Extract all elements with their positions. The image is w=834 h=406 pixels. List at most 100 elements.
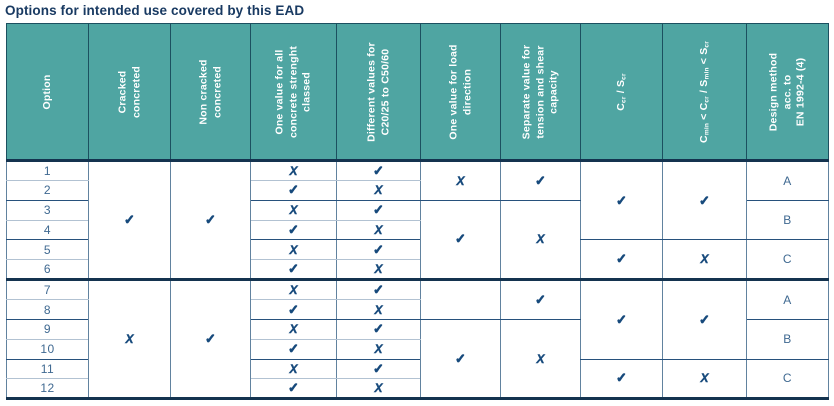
cross-glyph: X	[374, 222, 383, 237]
column-header-non-cracked-concreted: Non cracked concreted	[170, 23, 251, 162]
check-glyph: ✓	[455, 231, 467, 247]
column-header-one-value-load-direction: One value for load direction	[420, 23, 501, 162]
cross-icon: X	[336, 339, 421, 360]
check-glyph: ✓	[205, 331, 217, 347]
table-row: 10 ✓ X	[6, 339, 829, 360]
option-number: 11	[6, 359, 89, 380]
cross-glyph: X	[289, 322, 298, 337]
option-number: 5	[6, 239, 89, 261]
cross-icon: X	[420, 160, 501, 201]
subscript: cr	[620, 72, 628, 80]
column-header-one-value-all-concrete-strength: One value for all concrete strenght clas…	[250, 23, 337, 162]
column-header-design-method-en-1992-4: Design method acc. to EN 1992-4 (4)	[746, 23, 829, 162]
check-glyph: ✓	[373, 282, 385, 298]
column-header-label: Cracked concreted	[115, 65, 142, 118]
check-icon: ✓	[336, 319, 421, 340]
table-row: 6 ✓ X	[6, 259, 829, 282]
table-row: 9 X ✓ ✓ X B	[6, 319, 829, 401]
subscript: cr	[703, 95, 711, 103]
column-header-ccr-scr: Ccr / Scr	[580, 23, 663, 162]
cross-glyph: X	[536, 351, 545, 366]
check-icon: ✓	[250, 180, 337, 201]
cross-icon: X	[250, 359, 337, 380]
options-table: Option Cracked concreted Non cracked concr…	[6, 23, 829, 401]
cross-icon: X	[250, 200, 337, 221]
cross-glyph: X	[374, 342, 383, 357]
check-glyph: ✓	[288, 341, 300, 357]
column-header-cracked-concreted: Cracked concreted	[88, 23, 171, 162]
check-icon: ✓	[662, 160, 747, 241]
cross-icon: X	[662, 359, 747, 401]
cross-icon: X	[500, 200, 581, 282]
option-number: 2	[6, 180, 89, 201]
check-icon: ✓	[250, 299, 337, 320]
column-header-label: Separate value for tension and shear cap…	[520, 44, 560, 139]
column-header-separate-value-tension-shear: Separate value for tension and shear cap…	[500, 23, 581, 162]
check-icon: ✓	[250, 220, 337, 241]
cross-icon: X	[336, 220, 421, 241]
subscript: cr	[620, 95, 628, 103]
check-icon: ✓	[336, 200, 421, 221]
design-method-letter: B	[746, 319, 829, 360]
column-header-label: Non cracked concreted	[196, 58, 223, 125]
check-glyph: ✓	[205, 212, 217, 228]
check-icon: ✓	[500, 279, 581, 320]
cross-glyph: X	[289, 361, 298, 376]
cross-icon: X	[336, 299, 421, 320]
cross-glyph: X	[374, 183, 383, 198]
check-icon: ✓	[336, 160, 421, 181]
column-header-label: Cmin < Ccr / Smin < Scr	[697, 40, 711, 143]
cross-icon: X	[250, 239, 337, 261]
cross-glyph: X	[700, 252, 709, 267]
check-icon: ✓	[88, 160, 171, 282]
column-header-label: Design method acc. to EN 1992-4 (4)	[767, 52, 807, 131]
check-icon: ✓	[336, 279, 421, 301]
cross-icon: X	[500, 319, 581, 401]
check-icon: ✓	[250, 259, 337, 282]
option-number: 3	[6, 200, 89, 221]
option-number: 6	[6, 259, 89, 282]
table-row: 7 X ✓ X ✓ ✓ ✓ ✓ A	[6, 279, 829, 401]
table-row: 8 ✓ X	[6, 299, 829, 320]
check-icon: ✓	[336, 239, 421, 261]
column-header-cmin-ccr-smin-scr: Cmin < Ccr / Smin < Scr	[662, 23, 747, 162]
table-row: 2 ✓ X	[6, 180, 829, 201]
design-method-letter: B	[746, 200, 829, 241]
option-number: 9	[6, 319, 89, 340]
option-number: 12	[6, 378, 89, 401]
check-glyph: ✓	[373, 321, 385, 337]
check-icon: ✓	[580, 279, 663, 360]
check-glyph: ✓	[373, 163, 385, 178]
check-glyph: ✓	[455, 350, 467, 366]
cross-icon: X	[336, 259, 421, 282]
check-glyph: ✓	[288, 261, 300, 277]
cross-icon: X	[336, 180, 421, 201]
cross-glyph: X	[125, 332, 134, 347]
check-icon: ✓	[170, 279, 251, 401]
check-glyph: ✓	[288, 182, 300, 198]
table-row: 3 X ✓ ✓ X B	[6, 200, 829, 282]
check-glyph: ✓	[288, 380, 300, 396]
cross-glyph: X	[374, 302, 383, 317]
cross-glyph: X	[536, 232, 545, 247]
table-row: 1 ✓ ✓ X ✓ X ✓ ✓ ✓ A	[6, 160, 829, 282]
cross-icon: X	[250, 279, 337, 301]
check-glyph: ✓	[535, 292, 547, 308]
check-glyph: ✓	[288, 301, 300, 317]
check-glyph: ✓	[616, 192, 628, 208]
column-header-option: Option	[6, 23, 89, 162]
check-icon: ✓	[662, 279, 747, 360]
table-row: 4 ✓ X	[6, 220, 829, 241]
check-icon: ✓	[170, 160, 251, 282]
check-glyph: ✓	[699, 311, 711, 327]
page-title: Options for intended use covered by this…	[5, 3, 305, 18]
cross-glyph: X	[289, 283, 298, 298]
check-glyph: ✓	[616, 370, 628, 386]
subscript: min	[703, 122, 711, 135]
cross-glyph: X	[374, 262, 383, 277]
check-glyph: ✓	[373, 241, 385, 257]
check-glyph: ✓	[535, 172, 547, 188]
check-icon: ✓	[420, 200, 501, 282]
table-row: 5 X ✓ ✓ X C	[6, 239, 829, 282]
